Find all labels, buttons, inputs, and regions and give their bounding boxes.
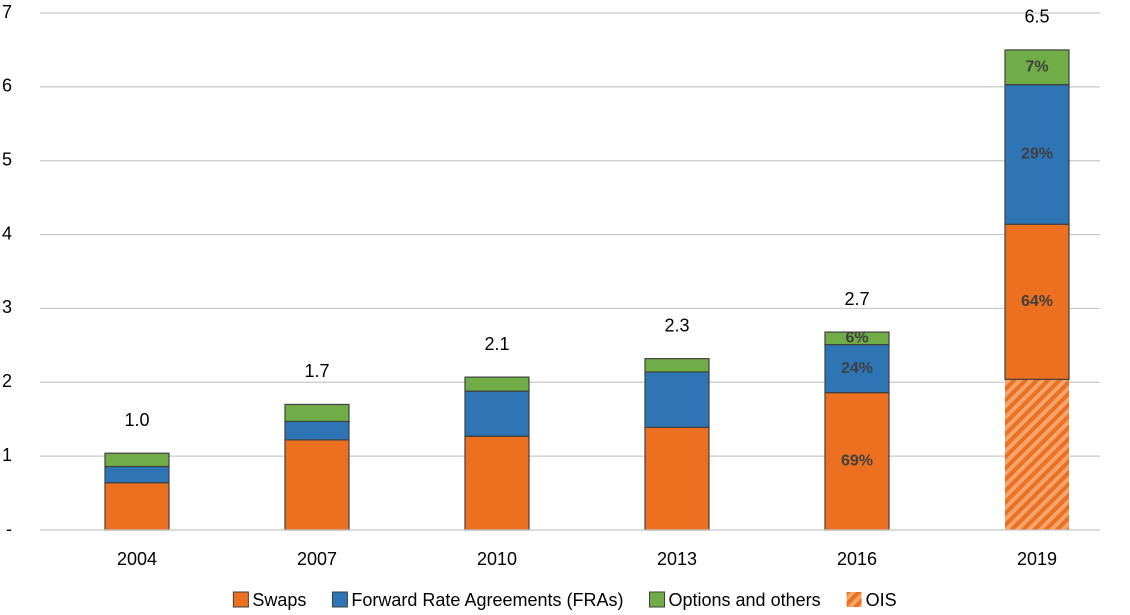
legend-swatch xyxy=(846,592,862,607)
share-label: 64% xyxy=(1021,293,1053,310)
bar-segment xyxy=(1004,49,1070,86)
bar-segment xyxy=(464,435,530,531)
y-tick-label: 7 xyxy=(2,2,12,22)
bar-segment xyxy=(1005,379,1069,530)
bar-segment xyxy=(1004,84,1070,225)
legend-label: OIS xyxy=(866,590,897,610)
y-tick-label: 5 xyxy=(2,149,12,169)
x-tick-label: 2010 xyxy=(477,549,517,569)
legend-swatch xyxy=(232,591,249,608)
y-tick-label: 3 xyxy=(2,297,12,317)
x-tick-label: 2004 xyxy=(117,549,157,569)
y-tick-label: 1 xyxy=(2,445,12,465)
legend-swatch xyxy=(649,591,665,608)
total-label: 2.1 xyxy=(484,334,509,354)
total-label: 6.5 xyxy=(1024,7,1049,27)
bar-segment xyxy=(284,403,350,423)
share-label: 29% xyxy=(1021,146,1053,163)
total-label: 2.7 xyxy=(844,289,869,309)
bar-segment xyxy=(1004,223,1070,380)
share-label: 6% xyxy=(845,330,868,347)
share-label: 24% xyxy=(841,360,873,377)
x-tick-label: 2007 xyxy=(297,549,337,569)
bar-segment xyxy=(104,482,170,531)
bar-segment xyxy=(284,439,350,531)
legend-label: Forward Rate Agreements (FRAs) xyxy=(351,590,623,610)
bar-segment xyxy=(104,465,170,484)
total-label: 1.0 xyxy=(124,410,149,430)
bar-segment xyxy=(284,420,350,441)
x-tick-label: 2019 xyxy=(1017,549,1057,569)
bar-segment xyxy=(824,344,890,394)
x-tick-label: 2013 xyxy=(657,549,697,569)
share-label: 7% xyxy=(1025,59,1048,76)
bar-segment xyxy=(644,371,710,428)
y-tick-label: - xyxy=(6,519,12,539)
bar-segment xyxy=(644,358,710,373)
bar-segment xyxy=(104,452,170,468)
bar-segment xyxy=(824,331,890,346)
y-tick-label: 4 xyxy=(2,223,12,243)
x-tick-label: 2016 xyxy=(837,549,877,569)
y-tick-label: 2 xyxy=(2,371,12,391)
bar-segment xyxy=(464,390,530,437)
legend-label: Options and others xyxy=(669,590,821,610)
legend-swatch xyxy=(331,591,348,608)
y-tick-label: 6 xyxy=(2,76,12,96)
bar-segment xyxy=(644,426,710,531)
total-label: 1.7 xyxy=(304,361,329,381)
total-label: 2.3 xyxy=(664,315,689,335)
legend-label: Swaps xyxy=(252,590,306,610)
share-label: 69% xyxy=(841,453,873,470)
bar-segment xyxy=(464,376,530,392)
